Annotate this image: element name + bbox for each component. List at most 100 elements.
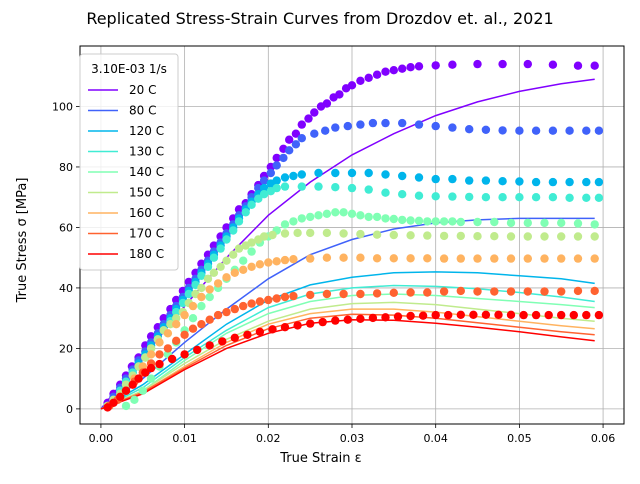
data-point-170-c [540,287,549,296]
data-point-130-c [331,183,340,192]
data-point-150-c [222,256,231,265]
data-point-140-c [239,256,248,265]
data-point-140-c [456,217,465,227]
data-point-160-c [456,254,465,263]
data-point-180-c [218,337,227,346]
data-point-150-c [439,231,449,241]
data-point-150-c [209,268,219,277]
data-point-180-c [406,311,415,321]
data-point-170-c [197,320,206,329]
data-point-170-c [306,290,315,300]
data-point-80-c [279,153,288,163]
data-point-170-c [389,288,398,297]
y-axis-label: True Stress σ [MPa] [15,178,30,304]
data-point-20-c [222,223,231,232]
data-point-150-c [339,229,348,238]
data-point-140-c [423,217,432,226]
data-point-180-c [418,311,428,320]
data-point-140-c [398,215,407,225]
data-point-150-c [356,229,365,239]
x-tick-label: 0.01 [172,432,197,445]
data-point-150-c [268,230,277,240]
data-point-130-c [216,244,225,253]
data-point-160-c [188,301,198,311]
data-point-140-c [331,208,340,217]
data-point-80-c [254,183,263,193]
data-point-180-c [444,310,453,320]
data-point-150-c [280,229,290,238]
data-point-160-c [280,255,290,265]
data-point-160-c [523,254,532,263]
x-tick-label: 0.06 [591,432,616,445]
legend-box [79,53,179,271]
data-point-180-c [506,310,516,319]
data-point-180-c [134,374,143,383]
data-point-80-c [582,126,591,135]
data-point-80-c [321,126,330,135]
data-point-20-c [347,81,357,90]
data-point-160-c [239,265,248,274]
data-point-130-c [229,226,238,235]
data-point-160-c [255,260,265,269]
data-point-20-c [389,66,398,75]
data-point-180-c [531,310,541,320]
data-point-120-c [272,176,281,185]
data-point-120-c [280,173,290,182]
data-point-170-c [289,291,298,301]
data-point-130-c [184,289,193,299]
data-point-150-c [590,232,599,241]
y-tick-label: 20 [59,342,73,355]
data-point-150-c [229,250,238,259]
data-point-20-c [573,61,583,70]
y-tick-label: 100 [52,100,73,113]
data-point-160-c [264,258,273,267]
data-point-150-c [372,230,382,239]
x-axis-ticks: 0.00 0.01 0.02 0.03 0.04 0.05 0.06 [89,424,616,445]
data-point-80-c [448,123,457,132]
data-point-180-c [280,323,290,332]
data-point-140-c [138,386,147,395]
data-point-140-c [130,395,139,404]
data-point-80-c [310,129,319,138]
data-point-130-c [272,183,281,193]
data-point-170-c [155,350,164,359]
data-point-130-c [465,192,474,202]
data-point-150-c [293,228,302,238]
data-point-140-c [339,208,348,217]
data-point-130-c [178,298,188,308]
data-point-140-c [590,220,599,229]
data-point-180-c [393,312,403,321]
data-point-170-c [456,286,465,296]
data-point-20-c [234,205,244,214]
y-tick-label: 40 [59,282,73,295]
model-line-180-c [100,318,595,410]
data-point-140-c [573,219,583,228]
data-point-150-c [506,232,516,241]
data-point-20-c [310,108,319,117]
data-point-180-c [569,310,578,320]
data-point-80-c [297,134,306,143]
data-point-130-c [297,182,306,191]
legend-label-140-c: 140 C [129,165,164,179]
data-point-180-c [494,310,503,319]
data-point-140-c [347,209,357,218]
data-point-140-c [364,212,373,222]
data-point-170-c [272,294,281,303]
data-point-20-c [159,314,168,323]
data-point-130-c [515,193,524,202]
data-point-120-c [331,168,340,178]
data-point-150-c [322,228,332,238]
data-point-140-c [197,301,206,311]
data-point-180-c [431,310,440,320]
data-point-160-c [573,254,583,263]
data-point-80-c [565,126,574,135]
data-point-180-c [381,313,390,322]
data-point-130-c [247,200,256,209]
data-point-130-c [234,217,244,226]
legend-items: 20 C 80 C 120 C 130 C 140 C 150 C 160 C 170 C 18… [88,83,164,261]
data-point-150-c [197,283,206,293]
data-point-170-c [590,286,599,296]
data-point-150-c [473,232,482,241]
data-point-80-c [285,146,294,155]
